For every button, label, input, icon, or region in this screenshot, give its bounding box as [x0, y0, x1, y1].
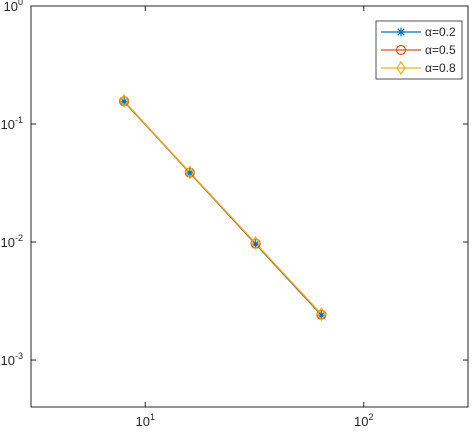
- legend-entry: α=0.2: [381, 25, 456, 39]
- legend-label: α=0.8: [425, 61, 456, 75]
- series-line: [123, 100, 322, 315]
- series-markers-3: [119, 93, 327, 322]
- legend-label: α=0.2: [425, 25, 456, 39]
- legend: α=0.2 α=0.5 α=0.8: [375, 20, 463, 80]
- x-tick-label: 102: [354, 412, 373, 429]
- legend-entry: α=0.8: [381, 60, 456, 76]
- y-tick-label: 10-3: [1, 351, 23, 368]
- data-series: [118, 93, 327, 322]
- y-tick-label: 10-1: [1, 115, 23, 132]
- axis-ticks: 101 102 100 10-1 10-2 10-3: [1, 0, 468, 429]
- diamond-marker: [396, 60, 406, 76]
- series-markers-1: [119, 97, 326, 320]
- diamond-marker: [119, 93, 129, 108]
- diamond-marker: [316, 307, 327, 322]
- legend-label: α=0.5: [425, 43, 456, 57]
- asterisk-marker: [397, 28, 405, 36]
- y-tick-label: 100: [4, 0, 23, 14]
- series-3: [123, 100, 322, 315]
- circle-marker: [395, 44, 407, 56]
- circle-marker: [184, 167, 195, 178]
- diamond-marker: [185, 165, 195, 180]
- y-tick-label: 10-2: [1, 233, 23, 250]
- legend-entry: α=0.5: [381, 43, 456, 57]
- diamond-marker: [250, 235, 261, 251]
- x-tick-label: 101: [136, 412, 155, 429]
